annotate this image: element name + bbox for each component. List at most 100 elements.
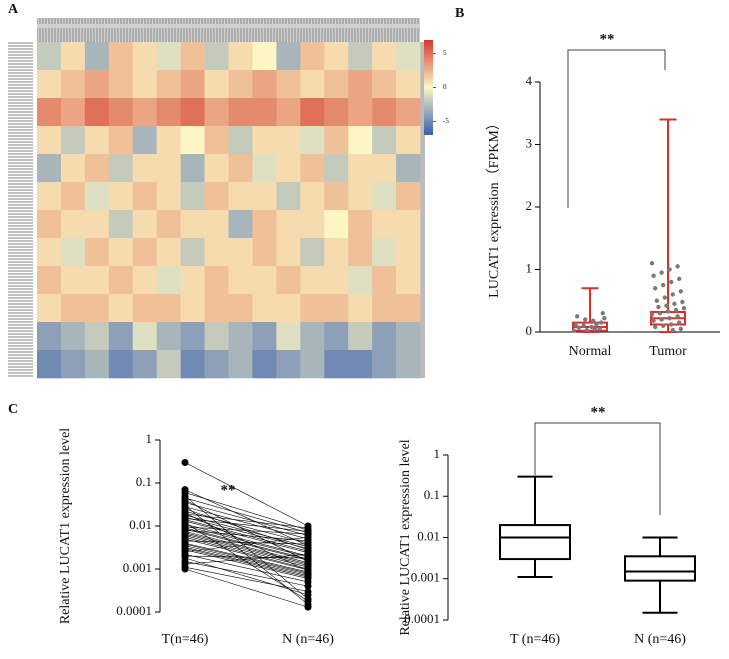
- pair-line: [184, 542, 309, 573]
- point: [661, 282, 666, 288]
- point: [670, 327, 675, 333]
- heatmap-cell: [132, 182, 157, 211]
- x-tick-label: N (n=46): [634, 632, 686, 647]
- point: [675, 264, 680, 269]
- x-tick-label: Normal: [569, 344, 612, 359]
- point: [669, 279, 674, 285]
- heatmap-cell: [300, 42, 325, 71]
- heatmap-cell: [228, 210, 253, 239]
- pair-line: [184, 506, 309, 540]
- heatmap-cell: [108, 238, 134, 267]
- point: [181, 565, 189, 573]
- point: [597, 326, 602, 332]
- heatmap-cell: [132, 70, 157, 99]
- heatmap-cell: [60, 322, 86, 351]
- point: [651, 273, 656, 278]
- heatmap-cell: [348, 322, 373, 351]
- pair-line: [184, 553, 309, 565]
- heatmap-cell: [132, 350, 157, 379]
- point: [673, 307, 679, 313]
- point: [675, 314, 680, 319]
- pair-line: [184, 522, 309, 602]
- heatmap-cell: [180, 322, 205, 351]
- heatmap-cell: [84, 154, 110, 183]
- colorbar-tick-label: -5: [443, 117, 449, 125]
- heatmap-cell: [324, 238, 349, 267]
- significance-mark: **: [600, 31, 615, 47]
- heatmap-cell: [180, 154, 205, 183]
- point: [602, 316, 607, 321]
- heatmap-cell: [228, 182, 253, 211]
- heatmap-cell: [84, 294, 110, 323]
- heatmap-cell: [228, 126, 253, 155]
- heatmap-cell: [276, 126, 301, 155]
- heatmap-cell: [132, 42, 157, 71]
- point: [600, 311, 605, 316]
- heatmap-cell: [348, 126, 373, 155]
- heatmap-cell: [84, 42, 110, 71]
- point: [654, 298, 659, 303]
- heatmap-cell: [396, 294, 421, 323]
- point: [665, 309, 671, 314]
- heatmap-cell: [132, 322, 157, 351]
- pair-line: [184, 540, 309, 545]
- heatmap-cell: [396, 350, 421, 379]
- point: [659, 270, 664, 275]
- pair-line: [184, 518, 309, 532]
- point: [575, 314, 580, 319]
- heatmap-cell: [276, 238, 301, 267]
- point: [304, 587, 312, 595]
- heatmap-cell: [108, 126, 134, 155]
- heatmap-cell: [156, 350, 181, 379]
- heatmap-cell: [396, 154, 421, 183]
- pair-line: [184, 536, 309, 553]
- heatmap-cell: [348, 98, 373, 127]
- y-tick-label: 0.01: [417, 528, 440, 543]
- point: [667, 316, 672, 321]
- y-tick-label: 3: [526, 135, 533, 150]
- heatmap-cell: [108, 322, 134, 351]
- heatmap-cell: [228, 294, 253, 323]
- point: [661, 323, 666, 328]
- heatmap-cell: [252, 154, 277, 183]
- heatmap-cell: [228, 70, 253, 99]
- x-tick-label: T(n=46): [162, 632, 209, 647]
- point: [649, 312, 655, 317]
- heatmap-cell: [132, 154, 157, 183]
- heatmap-cell: [132, 98, 157, 127]
- heatmap-cell: [396, 322, 421, 351]
- heatmap-cell: [324, 182, 349, 211]
- heatmap-cell: [37, 154, 62, 183]
- heatmap-cell: [228, 266, 253, 295]
- point: [651, 318, 656, 323]
- heatmap-cell: [300, 322, 325, 351]
- column-dendrogram: [37, 18, 420, 42]
- heatmap-cell: [300, 294, 325, 323]
- heatmap-cell: [60, 182, 86, 211]
- heatmap-cell: [108, 294, 134, 323]
- pair-line: [184, 508, 309, 551]
- heatmap-cell: [204, 322, 229, 351]
- y-tick-label: 0.01: [129, 517, 152, 532]
- pair-line: [184, 535, 309, 568]
- x-tick-label: Tumor: [649, 344, 687, 359]
- heatmap-cell: [348, 154, 373, 183]
- heatmap-cell: [108, 154, 134, 183]
- heatmap-cell: [60, 210, 86, 239]
- heatmap-cell: [372, 98, 397, 127]
- heatmap-cell: [300, 238, 325, 267]
- heatmap-cell: [84, 266, 110, 295]
- heatmap-cell: [372, 266, 397, 295]
- heatmap-cell: [300, 70, 325, 99]
- heatmap-cell: [300, 126, 325, 155]
- heatmap-cell: [204, 210, 229, 239]
- heatmap-cell: [108, 210, 134, 239]
- colorbar-tick-label: 5: [443, 49, 447, 57]
- point: [304, 540, 312, 548]
- point: [589, 324, 594, 330]
- panel-label: B: [455, 6, 464, 21]
- heatmap-cell: [37, 182, 62, 211]
- heatmap-cell: [348, 238, 373, 267]
- heatmap-cell: [132, 238, 157, 267]
- heatmap-cell: [372, 126, 397, 155]
